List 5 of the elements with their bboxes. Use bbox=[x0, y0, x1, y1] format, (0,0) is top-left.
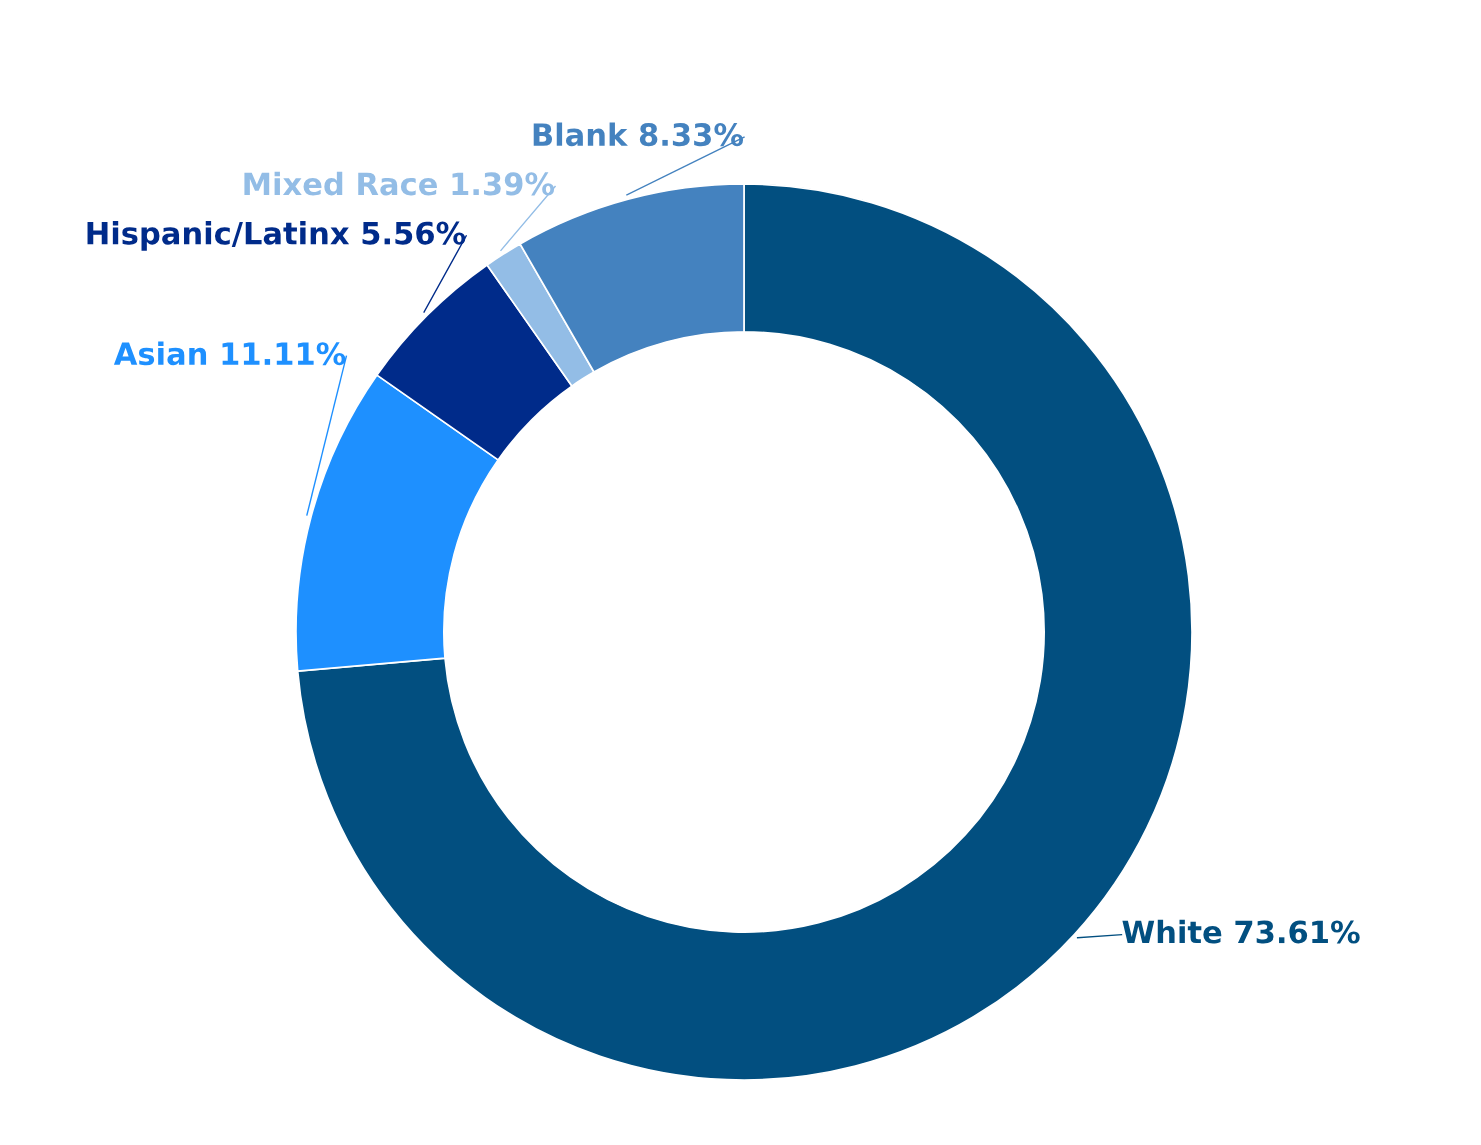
slice-label: Mixed Race 1.39% bbox=[244, 171, 555, 196]
slice-label: Asian 11.11% bbox=[113, 341, 346, 366]
slice-label: White 73.61% bbox=[1122, 919, 1360, 944]
slice-label: Blank 8.33% bbox=[533, 122, 744, 147]
slice-label: Hispanic/Latinx 5.56% bbox=[87, 221, 466, 251]
